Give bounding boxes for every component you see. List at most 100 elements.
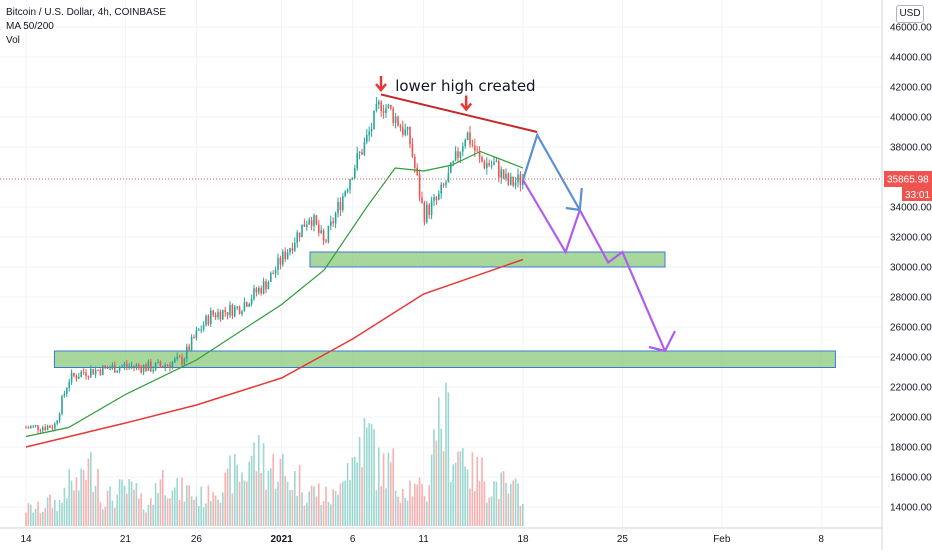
volume-indicator-label[interactable]: Vol xyxy=(6,35,20,46)
candle-body xyxy=(121,366,123,368)
candle-body xyxy=(258,287,260,293)
candle-body xyxy=(243,302,246,312)
candle-body xyxy=(188,346,190,351)
y-tick-label: 46000.00 xyxy=(890,23,932,34)
currency-button[interactable]: USD xyxy=(896,5,924,23)
support-zone xyxy=(53,350,836,368)
candle-body xyxy=(164,365,166,368)
candle-body xyxy=(320,230,322,234)
volume-bar xyxy=(471,452,474,526)
candle-body xyxy=(454,151,457,161)
volume-bar xyxy=(157,493,159,526)
volume-bar xyxy=(246,481,248,526)
candle-body xyxy=(392,108,394,123)
candle-body xyxy=(70,372,73,382)
volume-bar xyxy=(42,511,44,526)
volume-bar xyxy=(70,480,73,526)
volume-bar xyxy=(236,464,238,526)
candle-body xyxy=(99,369,102,375)
candle-body xyxy=(296,232,298,243)
candle-body xyxy=(409,127,411,145)
candle-body xyxy=(282,251,284,265)
volume-bar xyxy=(512,480,514,526)
volume-bar xyxy=(382,453,385,526)
candle-body xyxy=(303,224,306,227)
volume-bar xyxy=(346,463,349,526)
candle-body xyxy=(478,151,481,157)
candle-body xyxy=(217,311,219,318)
candle-body xyxy=(471,144,474,146)
candle-body xyxy=(378,101,380,105)
x-tick-label: 6 xyxy=(350,534,356,545)
candle-body xyxy=(397,116,399,126)
volume-bar xyxy=(464,466,466,526)
y-tick-label: 20000.00 xyxy=(890,413,932,424)
volume-bar xyxy=(522,503,524,526)
candle-body xyxy=(210,310,212,325)
volume-bar xyxy=(49,494,51,526)
candle-body xyxy=(428,204,430,215)
candle-body xyxy=(253,288,255,299)
candle-body xyxy=(476,150,478,152)
candle-body xyxy=(82,371,85,373)
candle-body xyxy=(270,273,272,282)
volume-bar xyxy=(111,500,114,526)
volume-bar xyxy=(291,489,294,526)
volume-bar xyxy=(342,481,344,526)
candle-body xyxy=(390,104,392,109)
volume-bar xyxy=(231,493,234,526)
moving-averages xyxy=(25,150,524,448)
candle-body xyxy=(135,364,138,368)
candle-body xyxy=(370,128,373,132)
ma200-line xyxy=(25,258,524,448)
ma-indicator-label[interactable]: MA 50/200 xyxy=(6,21,54,32)
volume-bar xyxy=(152,504,154,526)
volume-bar xyxy=(397,496,399,526)
volume-bar xyxy=(385,488,387,526)
volume-bar xyxy=(114,507,116,526)
volume-bar xyxy=(186,485,188,526)
candle-body xyxy=(116,370,118,373)
candle-body xyxy=(39,430,42,432)
volume-bar xyxy=(498,498,500,526)
volume-bar xyxy=(310,485,313,526)
symbol-label[interactable]: Bitcoin / U.S. Dollar, 4h, COINBASE xyxy=(6,7,167,18)
volume-bar xyxy=(462,448,464,526)
volume-bar xyxy=(121,479,123,526)
candle-body xyxy=(337,202,339,214)
y-tick-label: 42000.00 xyxy=(890,83,932,94)
candle-body xyxy=(301,224,303,238)
candle-body xyxy=(318,224,320,234)
volume-bar xyxy=(169,498,171,526)
candle-body xyxy=(286,252,289,260)
volume-bar xyxy=(476,456,478,526)
y-tick-label: 32000.00 xyxy=(890,233,932,244)
volume-bar xyxy=(162,470,164,526)
x-tick-label: 25 xyxy=(617,534,629,545)
candle-body xyxy=(510,176,512,185)
volume-bar xyxy=(210,501,212,526)
candle-body xyxy=(414,156,416,168)
candle-body xyxy=(495,161,498,163)
volume-bar xyxy=(334,490,337,526)
candle-body xyxy=(97,369,99,371)
candle-body xyxy=(325,240,327,242)
candle-body xyxy=(445,182,447,185)
candle-body xyxy=(344,191,346,196)
y-tick-label: 22000.00 xyxy=(890,383,932,394)
candle-body xyxy=(248,304,250,307)
candle-body xyxy=(315,215,318,225)
volume-bar xyxy=(51,508,54,526)
candle-body xyxy=(92,368,94,375)
candle-body xyxy=(246,302,248,307)
volume-bar xyxy=(486,502,488,526)
volume-bar xyxy=(320,505,322,526)
candle-body xyxy=(308,220,310,225)
volume-bar xyxy=(130,481,133,526)
candle-body xyxy=(250,298,253,305)
candle-body xyxy=(111,365,114,369)
volume-bar xyxy=(54,499,56,526)
volume-bar xyxy=(450,482,452,526)
